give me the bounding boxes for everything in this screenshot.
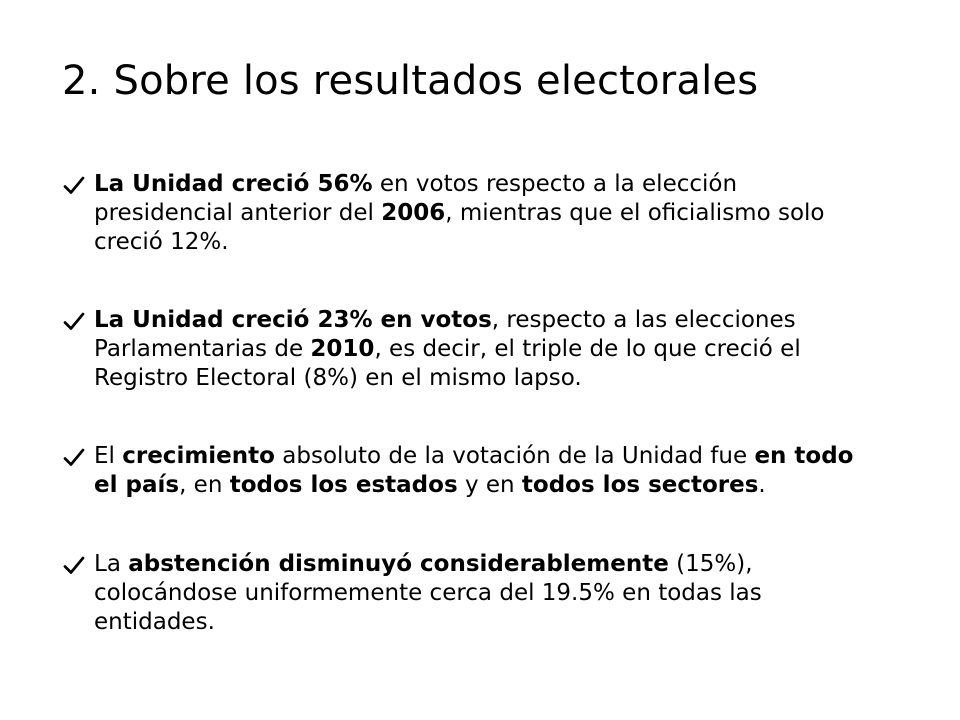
- bullet-text-regular: en votos respecto a la elección presiden…: [94, 171, 738, 226]
- bullet-text-regular: La: [94, 551, 129, 577]
- slide-title: 2. Sobre los resultados electorales: [62, 58, 759, 104]
- checkmark-icon: [63, 312, 85, 330]
- bullet-item: La abstención disminuyó considerablement…: [62, 550, 882, 637]
- bullet-item: El crecimiento absoluto de la votación d…: [62, 442, 882, 500]
- bullet-item: La Unidad creció 56% en votos respecto a…: [62, 170, 882, 257]
- bullet-text-regular: , mientras que el oficialismo solo creci…: [94, 200, 825, 255]
- bullet-text-regular: , respecto a las elecciones Parlamentari…: [94, 307, 796, 362]
- bullet-text-bold: todos los estados: [229, 472, 458, 498]
- bullet-text-bold: abstención disminuyó considerablemente: [128, 551, 669, 577]
- bullet-text-bold: en todo el país: [94, 443, 854, 498]
- bullet-text-regular: y en: [457, 472, 522, 498]
- checkmark-icon: [63, 448, 85, 466]
- bullet-item: La Unidad creció 23% en votos, respecto …: [62, 306, 882, 393]
- bullet-text-regular: (15%), colocándose uniformemente cerca d…: [94, 551, 762, 635]
- bullet-text-bold: 2006: [381, 200, 446, 226]
- checkmark-icon: [63, 556, 85, 574]
- bullet-text-bold: La Unidad creció 23% en votos: [94, 307, 492, 333]
- bullet-text-bold: todos los sectores: [521, 472, 759, 498]
- bullet-text-regular: , es decir, el triple de lo que creció e…: [94, 336, 801, 391]
- bullet-list: La Unidad creció 56% en votos respecto a…: [62, 170, 882, 637]
- bullet-text-regular: , en: [179, 472, 230, 498]
- bullet-text-regular: .: [758, 472, 766, 498]
- bullet-text-bold: crecimiento: [122, 443, 275, 469]
- bullet-text: La abstención disminuyó considerablement…: [94, 551, 762, 635]
- bullet-text-regular: El: [94, 443, 123, 469]
- bullet-text-bold: La Unidad creció 56%: [94, 171, 373, 197]
- bullet-text: El crecimiento absoluto de la votación d…: [94, 443, 853, 498]
- bullet-text-bold: 2010: [310, 336, 375, 362]
- bullet-text-regular: absoluto de la votación de la Unidad fue: [274, 443, 755, 469]
- checkmark-icon: [63, 176, 85, 194]
- bullet-text: La Unidad creció 23% en votos, respecto …: [94, 307, 801, 391]
- bullet-text: La Unidad creció 56% en votos respecto a…: [94, 171, 825, 255]
